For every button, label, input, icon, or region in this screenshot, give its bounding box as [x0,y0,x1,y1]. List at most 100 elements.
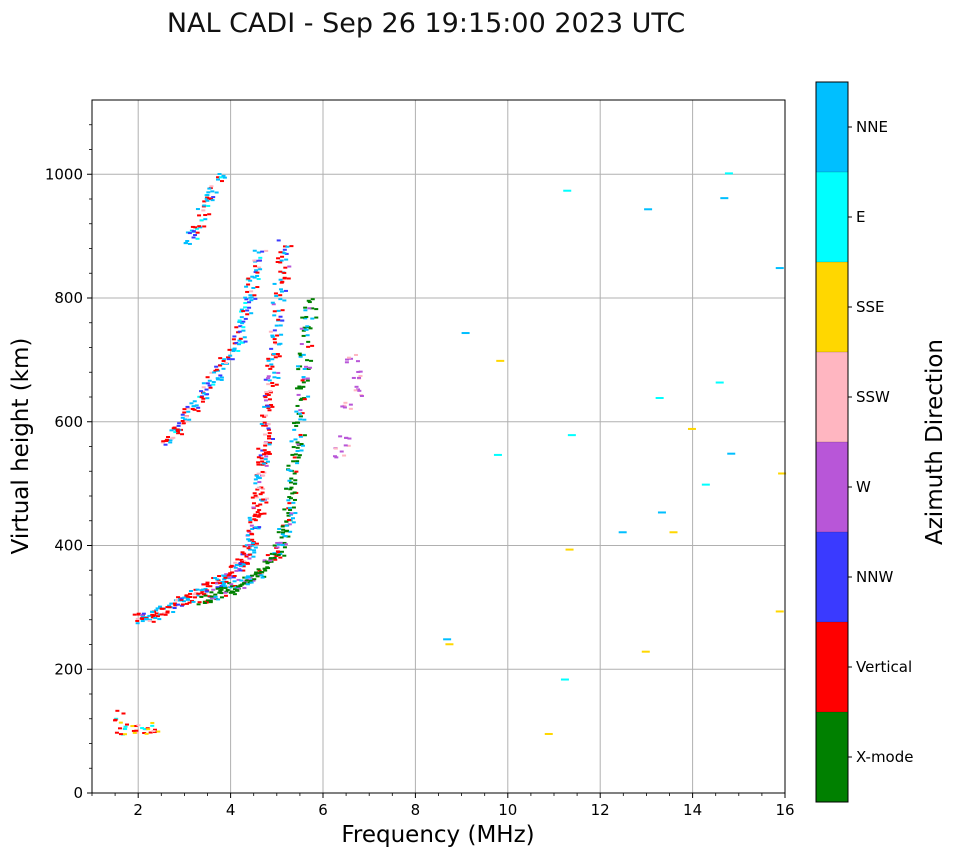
echo-mark [207,379,212,382]
echo-mark [310,344,315,347]
echo-mark [286,514,291,517]
echo-mark [218,374,223,377]
echo-mark [195,588,200,591]
echo-mark [257,266,262,269]
echo-mark [282,541,287,544]
echo-mark [238,564,243,567]
echo-mark [254,496,259,499]
echo-mark [356,376,361,379]
echo-mark [205,382,210,385]
echo-mark [266,451,271,454]
echo-mark [214,365,219,368]
echo-mark [246,283,251,286]
echo-mark [295,446,300,449]
echo-mark [163,443,168,446]
echo-mark [303,306,308,309]
echo-mark [283,266,288,269]
y-tick-label: 800 [54,289,83,307]
echo-mark [272,552,277,555]
echo-mark [221,360,226,363]
echo-mark [301,329,306,332]
echo-mark [244,544,249,547]
echo-mark [258,503,263,506]
echo-mark [655,397,664,399]
echo-mark [304,315,309,318]
echo-mark [267,379,272,382]
echo-mark [222,582,227,585]
echo-mark [251,502,256,505]
echo-mark [261,498,266,501]
echo-mark [308,327,313,330]
echo-mark [278,251,283,254]
echo-mark [284,487,289,490]
echo-mark [244,555,249,558]
colorbar-tick-label: SSE [856,298,885,316]
echo-mark [310,298,315,301]
echo-mark [237,319,242,322]
echo-mark [245,583,250,586]
echo-mark [203,214,208,217]
echo-mark [260,460,265,463]
echo-mark [256,568,261,571]
echo-mark [268,558,273,561]
echo-mark [270,335,275,338]
echo-mark [309,359,314,362]
echo-mark [266,359,271,362]
echo-mark [281,531,286,534]
colorbar-tick-label: W [856,478,871,496]
echo-mark [292,491,297,494]
echo-mark [310,317,315,320]
echo-mark [260,491,265,494]
echo-mark [173,431,178,434]
echo-mark [301,385,306,388]
echo-mark [257,569,262,572]
echo-mark [255,286,260,289]
echo-mark [185,240,190,243]
echo-mark [256,447,261,450]
x-tick-label: 2 [133,801,143,819]
echo-mark [267,409,272,412]
x-tick-label: 8 [411,801,421,819]
echo-mark [239,310,244,313]
echo-mark [234,326,239,329]
echo-mark [348,407,353,410]
echo-mark [354,385,359,388]
echo-mark [334,456,339,459]
echo-mark [162,612,167,615]
echo-mark [285,245,290,248]
echo-mark [239,341,244,344]
echo-mark [209,371,214,374]
echo-mark [203,594,208,597]
echo-mark [244,579,249,582]
echo-mark [282,271,287,274]
echo-mark [213,593,218,596]
echo-mark [199,219,204,222]
colorbar-segment [816,712,848,802]
echo-mark [273,558,278,561]
echo-mark [222,586,227,589]
echo-mark [259,498,264,501]
echo-mark [148,618,153,621]
echo-mark [727,452,736,455]
echo-mark [115,709,120,712]
echo-mark [205,196,210,199]
echo-mark [199,593,204,596]
echo-mark [255,504,260,507]
echo-mark [242,586,247,589]
echo-mark [196,603,201,606]
echo-mark [280,309,285,312]
echo-mark [181,600,186,603]
echo-mark [306,345,311,348]
echo-mark [250,275,255,278]
echo-mark [219,586,224,589]
echo-mark [210,190,215,193]
echo-mark [144,732,149,735]
echo-mark [269,404,274,407]
echo-mark [775,267,784,270]
echo-mark [240,560,245,563]
echo-mark [687,427,696,430]
echo-mark [293,512,298,515]
echo-mark [135,617,140,620]
echo-mark [236,349,241,352]
echo-mark [251,579,256,582]
